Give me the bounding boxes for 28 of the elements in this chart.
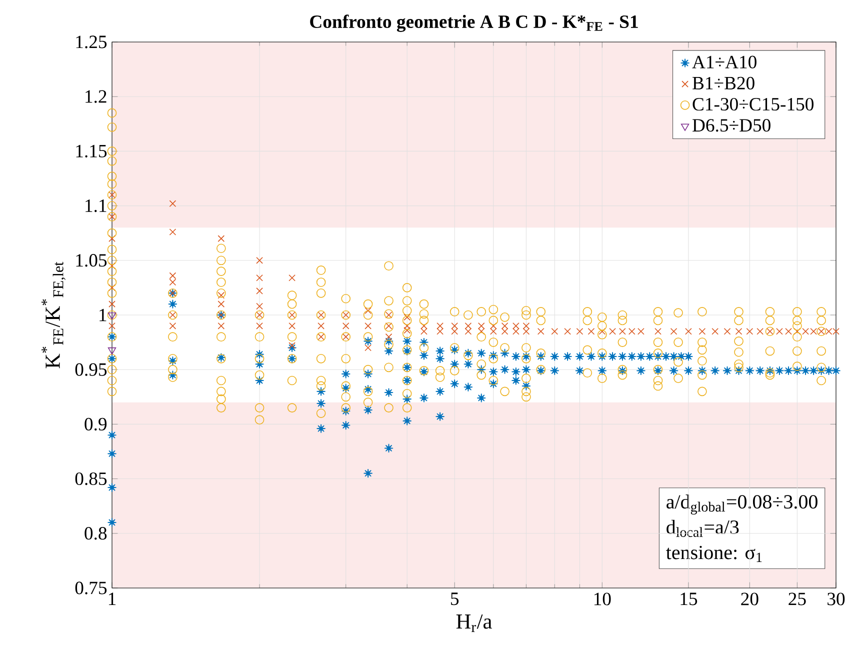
y-axis-title: K$^{*}$$_{FE}$/K$^{*}$FE,let <box>42 262 66 368</box>
x-tick-label: 20 <box>741 592 758 606</box>
legend-label: A1÷A10 <box>692 56 756 68</box>
y-tick-label: 0.8 <box>84 527 107 540</box>
x-tick-label: 15 <box>680 592 698 606</box>
y-tick-label: 0.9 <box>84 418 107 431</box>
y-tick-label: 1.2 <box>86 90 106 103</box>
y-tick-label: 0.95 <box>75 363 107 376</box>
annotation: a/d$_{global}$=0.08÷3.00 <box>666 494 818 515</box>
legend-label: C1-30÷C15-150 <box>692 98 814 111</box>
y-tick-label: 1 <box>100 308 106 322</box>
x-axis-title: H$_{r}$/a <box>456 614 492 632</box>
x-tick-label: 25 <box>788 592 806 606</box>
y-tick-label: 1.1 <box>86 199 106 212</box>
y-tick-label: 1.05 <box>76 254 107 267</box>
y-tick-label: 0.85 <box>75 472 107 486</box>
y-tick-label: 1.15 <box>76 144 107 158</box>
annotation: tensione: σ$_{1}$ <box>666 546 762 562</box>
x-tick-label: 5 <box>451 592 459 606</box>
y-tick-label: 1.25 <box>76 36 107 48</box>
chart-title: Confronto geometrie A B C D - K*$_{FE}$ - S1 <box>310 14 638 32</box>
x-tick-label: 30 <box>828 592 845 606</box>
x-tick-label: 1 <box>108 592 116 606</box>
legend-label: D6.5÷D50 <box>692 119 770 132</box>
legend-label: B1÷B20 <box>692 76 754 90</box>
y-tick-label: 0.75 <box>75 582 107 594</box>
annotation: d$_{local}$=a/3 <box>666 520 739 537</box>
x-tick-label: 10 <box>594 592 611 606</box>
